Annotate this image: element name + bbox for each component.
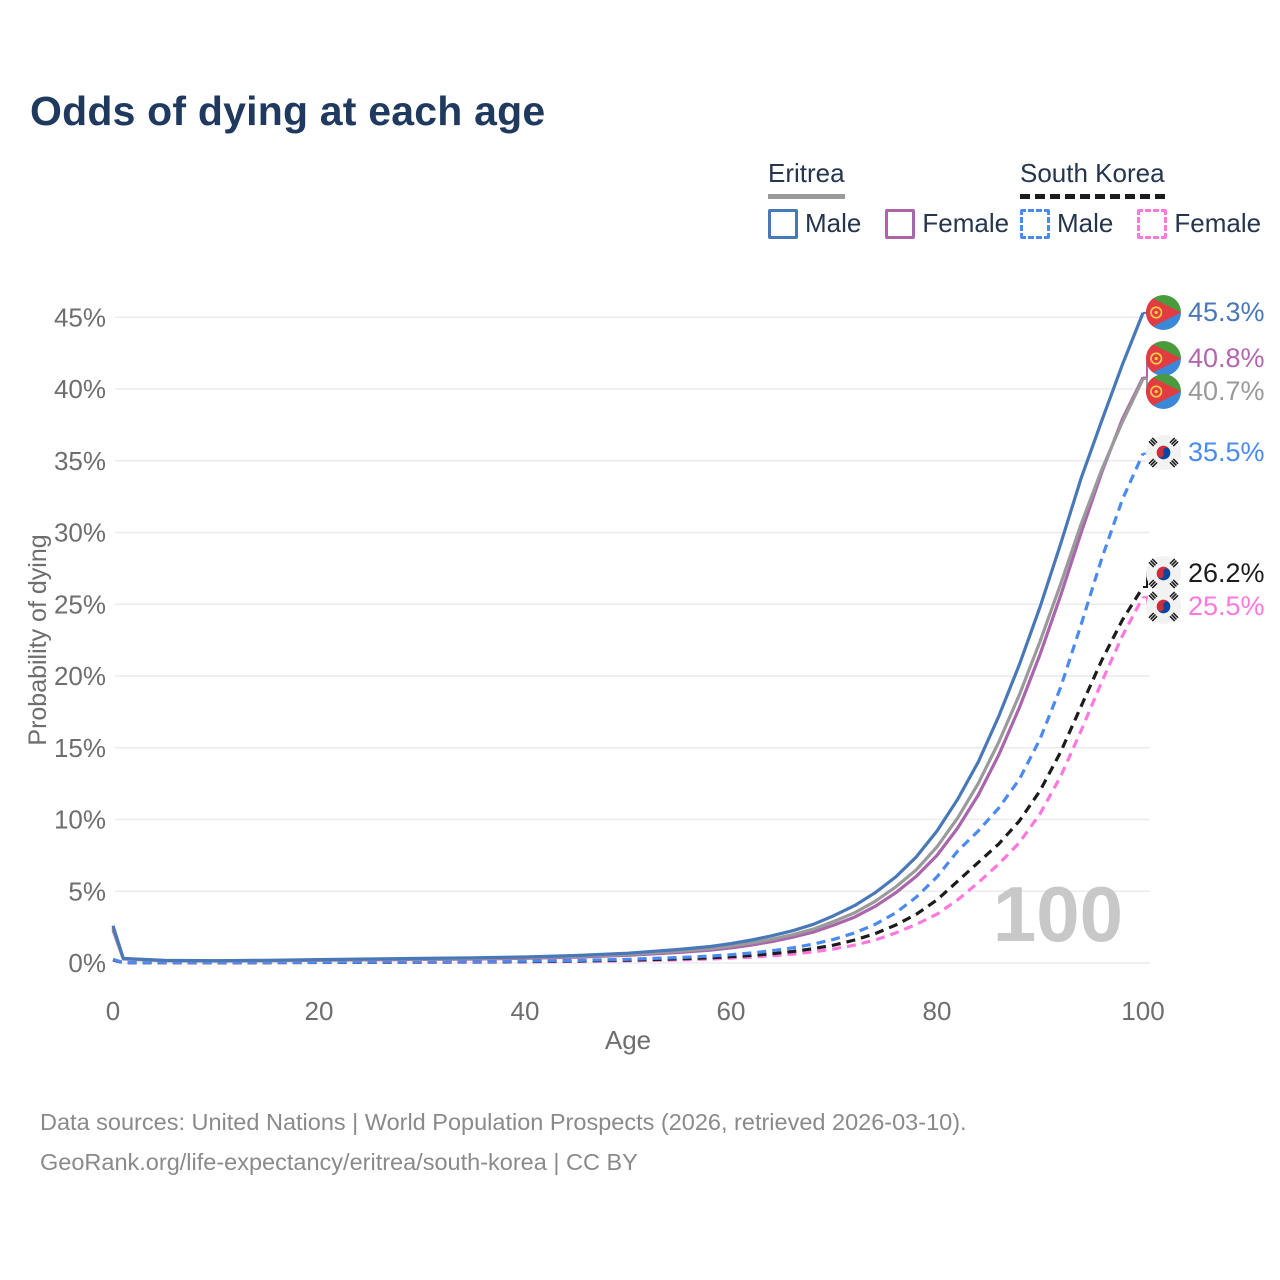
series-line-eritrea-male <box>111 312 1145 963</box>
legend-item-label: Male <box>1057 208 1114 238</box>
attribution-line: GeoRank.org/life-expectancy/eritrea/sout… <box>40 1149 638 1175</box>
legend-country-south-korea[interactable]: South Korea <box>1020 158 1165 199</box>
series-line-eritrea-female <box>111 376 1145 963</box>
x-tick-label: 40 <box>511 996 540 1026</box>
end-label-connectors <box>1143 311 1148 607</box>
y-tick-label: 30% <box>54 518 106 548</box>
y-tick-label: 10% <box>54 805 106 835</box>
y-tick-label: 15% <box>54 733 106 763</box>
end-label-connector-eritrea-male <box>1143 311 1148 314</box>
y-tick-label: 45% <box>54 302 106 332</box>
x-tick-label: 20 <box>305 996 334 1026</box>
legend-item-label: Female <box>922 208 1010 238</box>
x-tick-label: 100 <box>1121 996 1164 1026</box>
legend-item-south-korea-male[interactable]: Male <box>1020 208 1113 239</box>
south-korea-female-line-swatch <box>1137 208 1168 239</box>
y-axis-title: Probability of dying <box>24 534 52 745</box>
gridlines <box>115 316 1150 964</box>
eritrea-male-line-swatch <box>768 208 798 239</box>
x-axis-title: Age <box>605 1025 651 1055</box>
y-tick-label: 40% <box>54 374 106 404</box>
legend-item-label: Female <box>1174 208 1262 238</box>
x-tick-label: 60 <box>717 996 746 1026</box>
y-tick-label: 35% <box>54 446 106 476</box>
series-line-eritrea-total <box>111 378 1145 963</box>
legend-item-eritrea-male[interactable]: Male <box>768 208 861 239</box>
series-line-south-korea-female <box>112 596 1145 965</box>
series-line-south-korea-male <box>112 452 1145 965</box>
footer: Data sources: United Nations | World Pop… <box>40 1102 967 1182</box>
end-label-connector-south-korea-total <box>1143 572 1148 588</box>
legend-item-label: Male <box>805 208 862 238</box>
x-tick-label: 80 <box>923 996 952 1026</box>
series-lines <box>111 312 1145 965</box>
legend-item-south-korea-female[interactable]: Female <box>1137 208 1261 239</box>
y-tick-label: 25% <box>54 589 106 619</box>
legend-group-south-korea: South Korea Male Female <box>1020 158 1261 239</box>
y-tick-label: 5% <box>68 876 106 906</box>
y-tick-label: 20% <box>54 661 106 691</box>
legend-country-eritrea[interactable]: Eritrea <box>768 158 845 199</box>
legend: Eritrea Male Female South Korea Male Fem… <box>0 158 1280 248</box>
legend-item-eritrea-female[interactable]: Female <box>885 208 1009 239</box>
data-sources-line: Data sources: United Nations | World Pop… <box>40 1109 967 1135</box>
legend-group-eritrea: Eritrea Male Female <box>768 158 1009 239</box>
axis-ticks: 0% 5% 10% 15% 20% 25% 30% 35% 40% 45% 0 20 40 60 80 100 <box>54 302 1165 1026</box>
end-label-connector-eritrea-female <box>1143 357 1148 379</box>
end-label-connector-south-korea-male <box>1143 451 1148 455</box>
page-title: Odds of dying at each age <box>30 88 546 134</box>
hover-age-watermark: 100 <box>993 870 1123 958</box>
x-tick-label: 0 <box>106 996 120 1026</box>
y-tick-label: 0% <box>68 948 106 978</box>
eritrea-female-line-swatch <box>885 208 916 239</box>
south-korea-male-line-swatch <box>1020 208 1050 239</box>
